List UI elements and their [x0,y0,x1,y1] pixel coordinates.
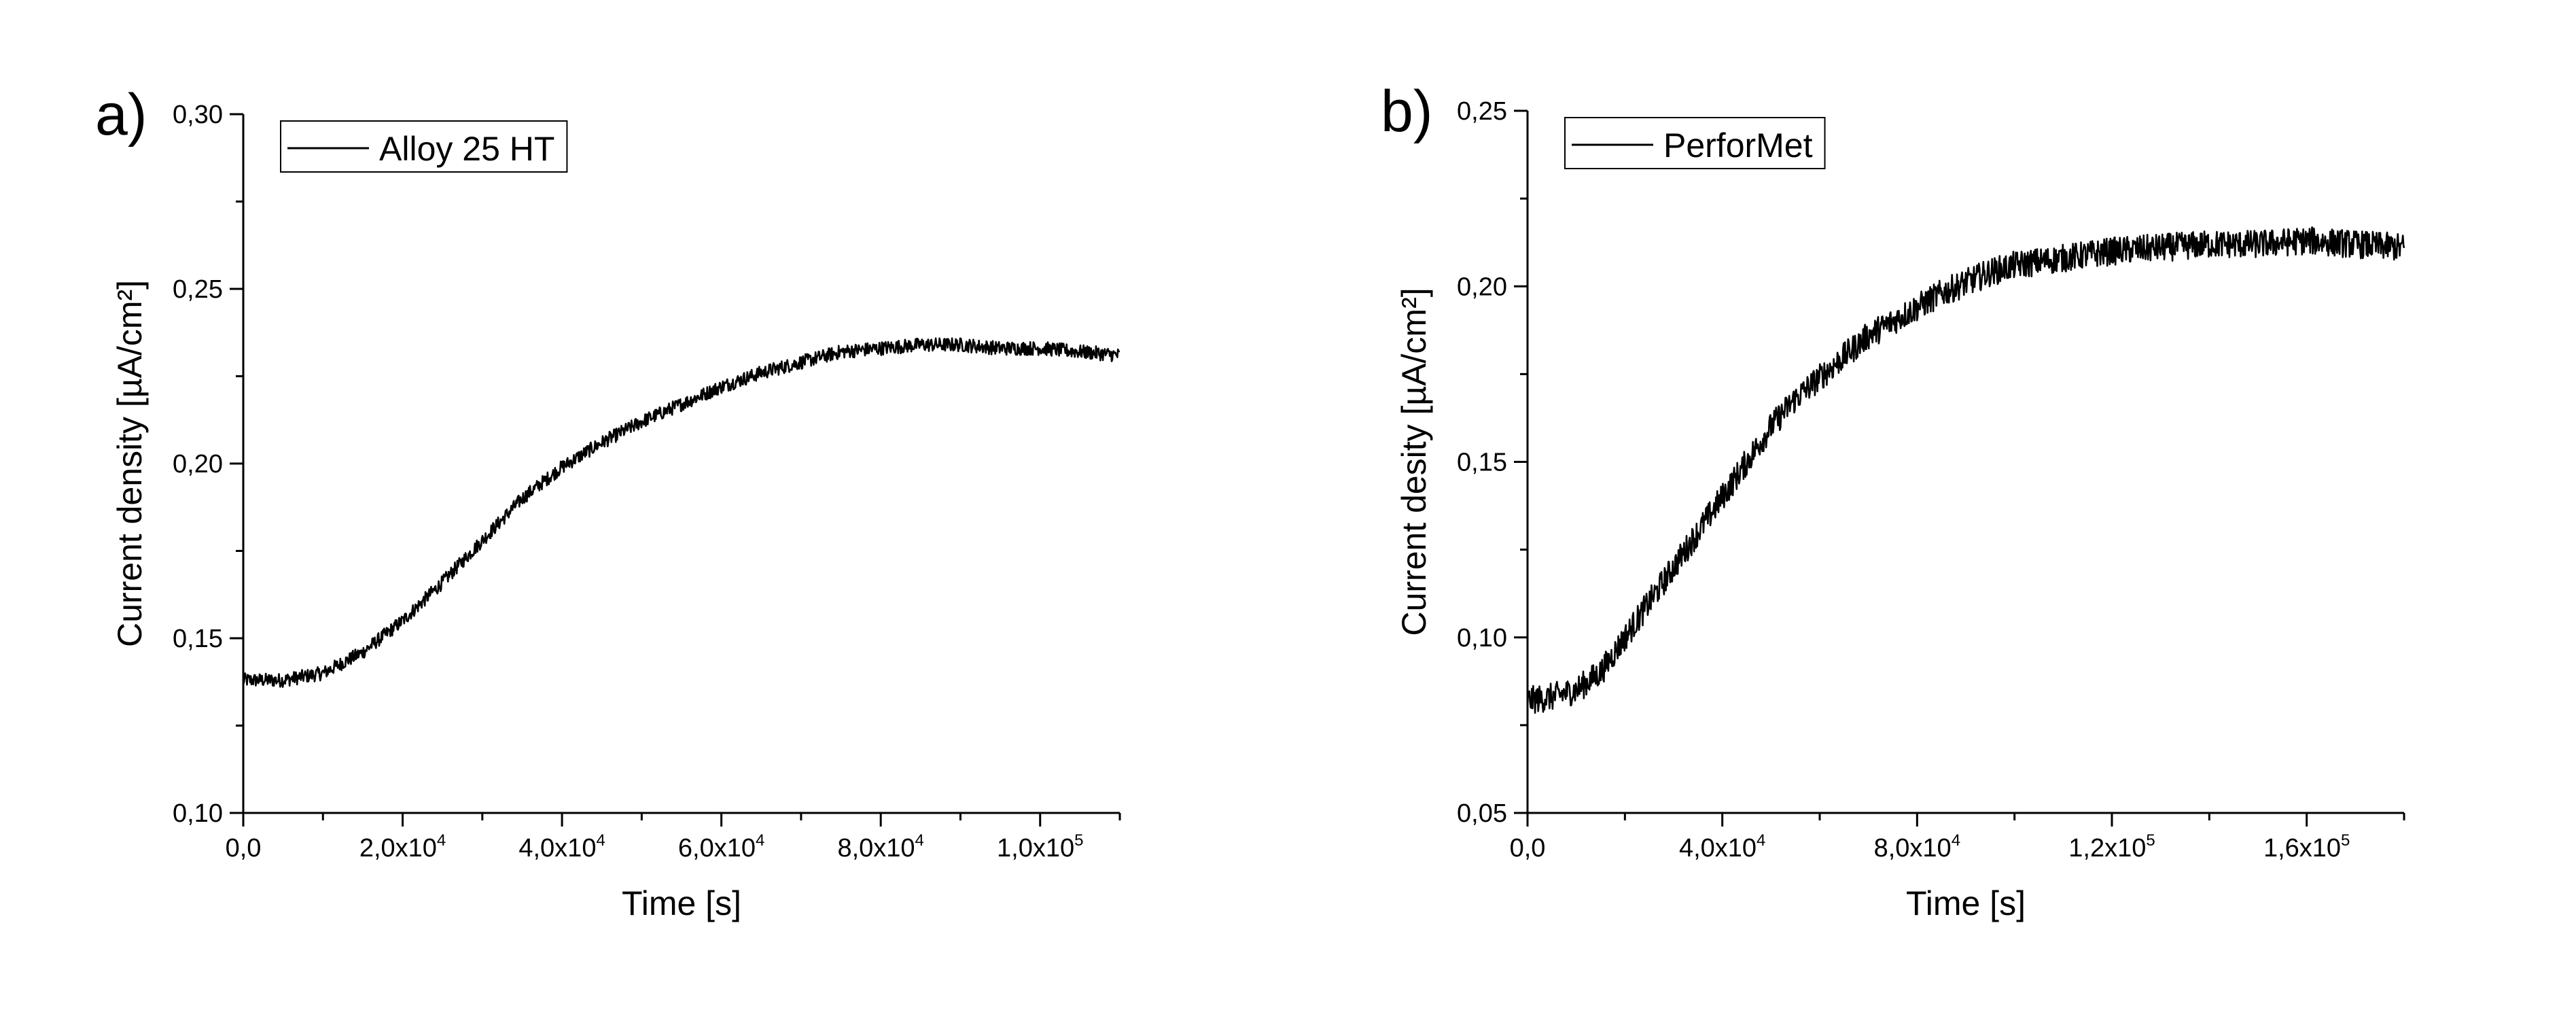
series-line [242,337,1121,689]
legend: PerforMet [1564,117,1826,169]
x-tick-label: 0,0 [1510,834,1546,863]
y-tick-label: 0,20 [1457,273,1507,301]
x-tick-label: 4,0x104 [518,831,605,863]
chart-panel-b: b) 0,05 0,10 0,15 0,20 0,25 0,0 4,0x104 8,0x104 1… [1381,79,2405,922]
y-axis-title: Current desity [µA/cm²] [1395,288,1433,636]
legend-label: Alloy 25 HT [379,130,554,168]
y-tick-label: 0,10 [1457,624,1507,653]
x-tick-label: 4,0x104 [1679,831,1765,863]
x-tick-label: 0,0 [226,834,262,863]
y-tick-label: 0,20 [173,450,223,479]
x-axis-title: Time [s] [1906,884,2026,922]
x-tick-label: 1,2x105 [2068,831,2155,863]
panel-label: a) [95,82,147,147]
y-tick-label: 0,05 [1457,799,1507,828]
panel-label: b) [1381,79,1432,144]
legend: Alloy 25 HT [280,120,568,173]
legend-label: PerforMet [1663,126,1813,164]
x-tick-label: 1,6x105 [2263,831,2350,863]
x-tick-label: 2,0x104 [359,831,446,863]
y-tick-label: 0,25 [173,275,223,304]
y-tick-label: 0,15 [173,625,223,653]
legend-box [1564,117,1826,169]
x-tick-label: 8,0x104 [1874,831,1960,863]
y-tick-label: 0,10 [173,799,223,828]
x-tick-label: 6,0x104 [678,831,764,863]
y-tick-label: 0,25 [1457,97,1507,126]
chart-panel-a: a) 0,10 0,15 0,20 0,25 0,30 0,0 2,0x104 4,0x104 6… [95,82,1121,922]
x-axis-title: Time [s] [622,884,741,922]
series-line [1526,226,2405,714]
y-tick-label: 0,30 [173,101,223,129]
legend-box [280,120,568,173]
x-tick-label: 8,0x104 [837,831,923,863]
y-axis-title: Current density [µA/cm²] [111,280,149,647]
x-tick-label: 1,0x105 [997,831,1083,863]
y-tick-label: 0,15 [1457,449,1507,477]
